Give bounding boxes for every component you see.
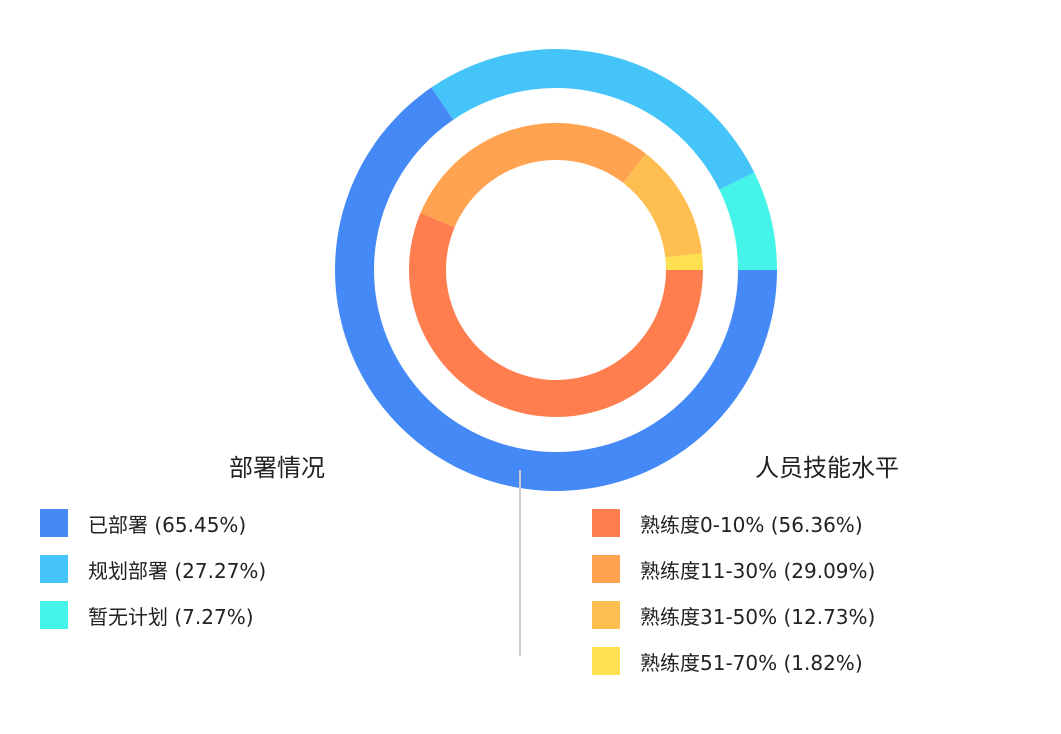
legend-item-skill-level-3[interactable]: 熟练度51-70% (1.82%) bbox=[592, 647, 863, 675]
legend-label: 暂无计划 (7.27%) bbox=[88, 604, 254, 629]
outer-slice-2[interactable] bbox=[719, 172, 777, 270]
inner-slice-0[interactable] bbox=[409, 212, 703, 417]
outer-ring bbox=[334, 49, 777, 491]
inner-slice-3[interactable] bbox=[665, 253, 703, 270]
legend-label: 熟练度31-50% (12.73%) bbox=[640, 604, 876, 629]
legend-item-deployment-2[interactable]: 暂无计划 (7.27%) bbox=[40, 601, 254, 629]
inner-ring bbox=[409, 123, 703, 417]
legend-item-deployment-0[interactable]: 已部署 (65.45%) bbox=[40, 509, 246, 537]
legend-swatch bbox=[40, 601, 68, 629]
legend-divider bbox=[519, 470, 521, 656]
legend-item-skill-level-1[interactable]: 熟练度11-30% (29.09%) bbox=[592, 555, 875, 583]
inner-slice-1[interactable] bbox=[420, 123, 646, 228]
legend-label: 规划部署 (27.27%) bbox=[88, 558, 267, 583]
legend-swatch bbox=[40, 509, 68, 537]
legend-label: 熟练度0-10% (56.36%) bbox=[640, 512, 863, 537]
legend-swatch bbox=[40, 555, 68, 583]
legend-swatch bbox=[592, 555, 620, 583]
inner-slice-2[interactable] bbox=[623, 153, 703, 258]
outer-slice-1[interactable] bbox=[431, 49, 755, 190]
legend-label: 已部署 (65.45%) bbox=[88, 512, 247, 537]
legend-label: 熟练度11-30% (29.09%) bbox=[640, 558, 876, 583]
legend-item-deployment-1[interactable]: 规划部署 (27.27%) bbox=[40, 555, 266, 583]
legend-title-deployment: 部署情况 bbox=[229, 454, 325, 482]
legend-label: 熟练度51-70% (1.82%) bbox=[640, 650, 863, 675]
legend-swatch bbox=[592, 509, 620, 537]
legend-swatch bbox=[592, 647, 620, 675]
legend-title-skill-level: 人员技能水平 bbox=[755, 454, 899, 482]
legend-swatch bbox=[592, 601, 620, 629]
legend-item-skill-level-2[interactable]: 熟练度31-50% (12.73%) bbox=[592, 601, 875, 629]
legend-item-skill-level-0[interactable]: 熟练度0-10% (56.36%) bbox=[592, 509, 863, 537]
